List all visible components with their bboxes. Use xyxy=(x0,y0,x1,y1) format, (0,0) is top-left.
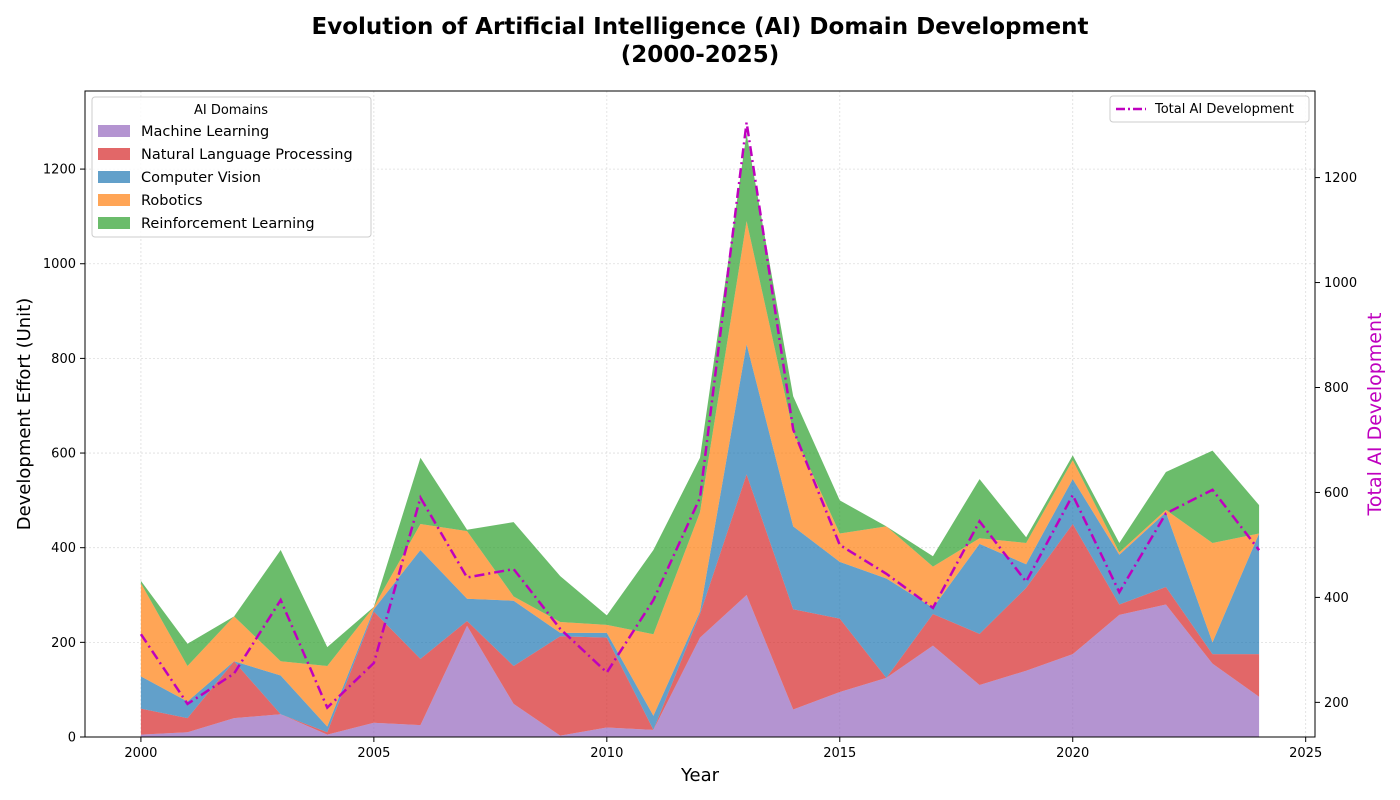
y2-tick-label: 400 xyxy=(1324,591,1349,606)
x-axis-ticks: 2000 2005 2010 2015 2020 2025 xyxy=(124,737,1322,761)
y2-tick-label: 800 xyxy=(1324,381,1349,396)
total-ai-development-line xyxy=(139,122,1261,710)
y-tick-label: 0 xyxy=(68,731,76,746)
legend-title: AI Domains xyxy=(194,103,268,118)
y2-tick-label: 1200 xyxy=(1324,171,1357,186)
legend-entries: Machine Learning Natural Language Process… xyxy=(98,124,353,232)
y-tick-label: 600 xyxy=(51,447,76,462)
y-axis-label: Development Effort (Unit) xyxy=(14,298,35,531)
y2-tick-label: 1000 xyxy=(1324,276,1357,291)
legend-label: Natural Language Processing xyxy=(141,147,353,163)
x-axis-label: Year xyxy=(680,765,720,786)
chart-subtitle: (2000-2025) xyxy=(621,42,780,68)
y-tick-label: 200 xyxy=(51,636,76,651)
y2-axis-ticks: 200 400 600 800 1000 1200 xyxy=(1315,171,1357,711)
y2-axis-label: Total AI Development xyxy=(1364,313,1386,517)
y-axis-ticks: 0 200 400 600 800 1000 1200 xyxy=(43,163,85,746)
legend-swatch xyxy=(98,194,130,206)
legend-total-box xyxy=(1109,95,1310,123)
legend-label: Machine Learning xyxy=(141,124,269,140)
chart-title: Evolution of Artificial Intelligence (AI… xyxy=(312,14,1089,40)
total-line-layer xyxy=(139,122,1261,710)
y2-tick-label: 200 xyxy=(1324,696,1349,711)
legend-total: Total AI Development xyxy=(1109,95,1310,123)
x-tick-label: 2010 xyxy=(590,746,623,761)
x-tick-label: 2005 xyxy=(357,746,390,761)
legend-swatch xyxy=(98,171,130,183)
x-tick-label: 2015 xyxy=(823,746,856,761)
legend: AI Domains Machine Learning Natural Langu… xyxy=(91,96,372,238)
area-natural-language-processing xyxy=(140,474,1260,736)
plot-frame xyxy=(84,90,1316,738)
legend-swatch xyxy=(98,217,130,229)
y-tick-label: 400 xyxy=(51,541,76,556)
x-tick-label: 2025 xyxy=(1289,746,1322,761)
legend-box xyxy=(91,96,372,238)
stacked-areas xyxy=(140,133,1260,737)
area-reinforcement-learning xyxy=(140,133,1260,667)
legend-label: Computer Vision xyxy=(141,170,261,186)
y-tick-label: 800 xyxy=(51,352,76,367)
area-machine-learning xyxy=(140,595,1260,737)
legend-swatch xyxy=(98,148,130,160)
legend-label: Robotics xyxy=(141,193,203,209)
y-tick-label: 1200 xyxy=(43,163,76,178)
x-tick-label: 2020 xyxy=(1056,746,1089,761)
y2-tick-label: 600 xyxy=(1324,486,1349,501)
legend-swatch xyxy=(98,125,130,137)
area-computer-vision xyxy=(140,344,1260,733)
legend-total-label: Total AI Development xyxy=(1154,102,1294,117)
legend-label: Reinforcement Learning xyxy=(141,216,315,232)
x-tick-label: 2000 xyxy=(124,746,157,761)
y-tick-label: 1000 xyxy=(43,257,76,272)
